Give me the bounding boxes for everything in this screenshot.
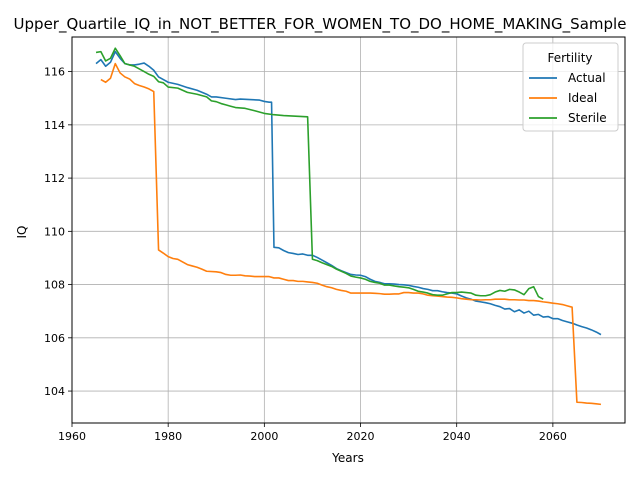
legend-label-sterile: Sterile (568, 111, 607, 125)
y-tick-label: 108 (44, 279, 65, 292)
x-tick-label: 2020 (347, 430, 375, 443)
x-tick-label: 1960 (58, 430, 86, 443)
chart-title: Upper_Quartile_IQ_in_NOT_BETTER_FOR_WOME… (14, 15, 627, 34)
x-tick-label: 1980 (154, 430, 182, 443)
series-lines (95, 47, 602, 406)
y-axis-label: IQ (15, 226, 29, 239)
legend: Fertility Actual Ideal Sterile (522, 42, 619, 132)
y-tick-label: 104 (44, 385, 65, 398)
x-tick-label: 2060 (539, 430, 567, 443)
axis-ticks: 1960 1980 2000 2020 2040 2060 104 106 108 110 112 1… (44, 66, 567, 443)
legend-box (522, 42, 619, 132)
legend-title: Fertility (547, 51, 592, 65)
legend-label-ideal: Ideal (568, 91, 597, 105)
series-line-actual (95, 50, 602, 336)
x-tick-label: 2040 (443, 430, 471, 443)
legend-label-actual: Actual (568, 71, 606, 85)
series-line-ideal (100, 62, 602, 406)
y-tick-label: 114 (44, 119, 65, 132)
x-tick-label: 2000 (250, 430, 278, 443)
legend-items: Actual Ideal Sterile (529, 71, 607, 125)
y-tick-label: 112 (44, 172, 65, 185)
y-tick-label: 116 (44, 66, 65, 79)
x-axis-label: Years (331, 451, 364, 465)
y-tick-label: 110 (44, 225, 65, 238)
series-line-sterile (95, 47, 544, 300)
y-tick-label: 106 (44, 332, 65, 345)
plot-frame (71, 36, 626, 424)
